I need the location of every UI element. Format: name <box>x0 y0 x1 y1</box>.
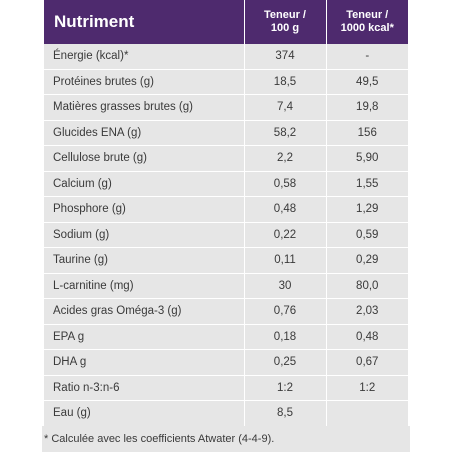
table-row: EPA g 0,18 0,48 <box>44 324 408 350</box>
per-1000kcal-cell: - <box>326 44 408 70</box>
per-100g-cell: 8,5 <box>244 400 327 427</box>
per-100g-cell: 0,48 <box>244 196 327 223</box>
per-100g-cell: 0,18 <box>244 324 327 350</box>
per-100g-cell: 30 <box>244 273 327 299</box>
per-100g-cell: 18,5 <box>244 69 327 95</box>
per-100g-cell: 2,2 <box>244 145 327 172</box>
table-row: Énergie (kcal)* 374- <box>44 44 408 70</box>
per-100g-cell: 0,76 <box>244 298 327 325</box>
table-row: Eau (g) 8,5 <box>44 400 408 427</box>
per-1000kcal-cell: 1,55 <box>326 171 408 197</box>
header-per-100g-line2: 100 g <box>270 22 300 34</box>
per-1000kcal-cell: 49,5 <box>326 69 408 95</box>
per-100g-cell: 58,2 <box>244 120 327 146</box>
table-row: Acides gras Oméga-3 (g) 0,76 2,03 <box>44 298 408 325</box>
nutrient-name-cell: Matières grasses brutes (g) <box>44 94 245 121</box>
per-1000kcal-cell: 0,59 <box>326 222 408 248</box>
nutrient-name-cell: Calcium (g) <box>44 171 245 197</box>
nutrient-name-cell: Acides gras Oméga-3 (g) <box>44 298 245 325</box>
table-header-row: Nutriment Teneur / 100 g Teneur / 1000 k… <box>44 0 408 44</box>
nutrient-name-cell: Cellulose brute (g) <box>44 145 245 172</box>
table-row: Sodium (g) 0,22 0,59 <box>44 222 408 248</box>
header-per-100g: Teneur / 100 g <box>244 0 327 44</box>
per-1000kcal-cell: 80,0 <box>326 273 408 299</box>
header-per-100g-line1: Teneur / <box>264 9 306 21</box>
table-row: Ratio n-3:n-6 1:2 1:2 <box>44 375 408 401</box>
per-1000kcal-cell: 0,67 <box>326 349 408 376</box>
nutrient-name-cell: Ratio n-3:n-6 <box>44 375 245 401</box>
header-per-1000kcal-line2: 1000 kcal* <box>340 22 394 34</box>
per-100g-cell: 1:2 <box>244 375 327 401</box>
nutrient-name-cell: Énergie (kcal)* <box>44 44 245 70</box>
per-1000kcal-cell: 2,03 <box>326 298 408 325</box>
table-row: Phosphore (g) 0,48 1,29 <box>44 196 408 223</box>
header-per-1000kcal: Teneur / 1000 kcal* <box>326 0 408 44</box>
nutrient-name-cell: Sodium (g) <box>44 222 245 248</box>
nutrient-name-cell: Taurine (g) <box>44 247 245 274</box>
per-1000kcal-cell <box>326 400 408 427</box>
per-100g-cell: 0,58 <box>244 171 327 197</box>
per-1000kcal-cell: 19,8 <box>326 94 408 121</box>
nutrition-table: Nutriment Teneur / 100 g Teneur / 1000 k… <box>44 0 408 427</box>
table-row: Protéines brutes (g) 18,5 49,5 <box>44 69 408 95</box>
per-1000kcal-cell: 5,90 <box>326 145 408 172</box>
per-100g-cell: 0,11 <box>244 247 327 274</box>
per-100g-cell: 0,22 <box>244 222 327 248</box>
per-100g-cell: 0,25 <box>244 349 327 376</box>
table-row: Glucides ENA (g) 58,2 156 <box>44 120 408 146</box>
per-100g-cell: 7,4 <box>244 94 327 121</box>
table-row: Calcium (g) 0,58 1,55 <box>44 171 408 197</box>
per-1000kcal-cell: 1:2 <box>326 375 408 401</box>
nutrient-name-cell: Protéines brutes (g) <box>44 69 245 95</box>
per-1000kcal-cell: 0,48 <box>326 324 408 350</box>
table-row: Cellulose brute (g) 2,2 5,90 <box>44 145 408 172</box>
nutrient-name-cell: Glucides ENA (g) <box>44 120 245 146</box>
header-per-1000kcal-line1: Teneur / <box>346 9 389 21</box>
table-row: Matières grasses brutes (g) 7,4 19,8 <box>44 94 408 121</box>
nutrient-name-cell: Phosphore (g) <box>44 196 245 223</box>
per-1000kcal-cell: 1,29 <box>326 196 408 223</box>
nutrient-name-cell: EPA g <box>44 324 245 350</box>
table-row: L-carnitine (mg) 30 80,0 <box>44 273 408 299</box>
nutrient-name-cell: DHA g <box>44 349 245 376</box>
per-1000kcal-cell: 156 <box>326 120 408 146</box>
table-row: DHA g 0,25 0,67 <box>44 349 408 376</box>
per-100g-cell: 374 <box>244 44 327 70</box>
header-nutrient: Nutriment <box>44 0 245 44</box>
table-row: Taurine (g) 0,11 0,29 <box>44 247 408 274</box>
nutrient-name-cell: Eau (g) <box>44 400 245 427</box>
footnote: * Calculée avec les coefficients Atwater… <box>42 426 410 452</box>
nutrient-name-cell: L-carnitine (mg) <box>44 273 245 299</box>
per-1000kcal-cell: 0,29 <box>326 247 408 274</box>
